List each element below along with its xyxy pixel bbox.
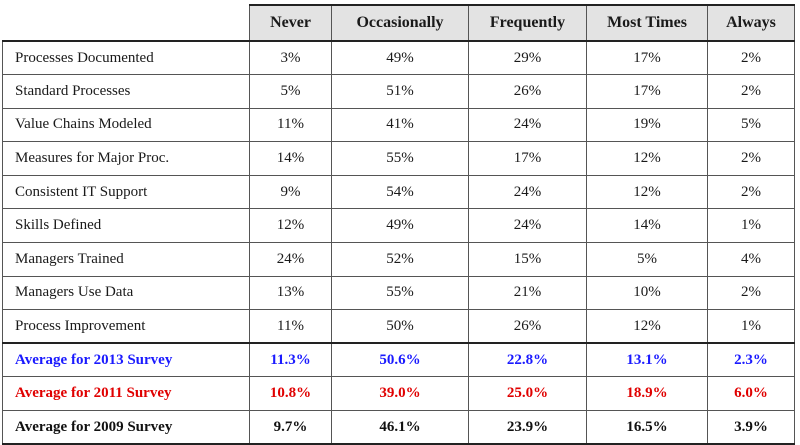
table-row: Managers Trained 24% 52% 15% 5% 4% — [2, 242, 795, 277]
cell-never: 11% — [249, 309, 332, 344]
column-header-occasionally: Occasionally — [331, 4, 469, 42]
cell-always: 5% — [707, 107, 795, 143]
table-row: Value Chains Modeled 11% 41% 24% 19% 5% — [2, 107, 795, 143]
average-cell-frequently: 22.8% — [468, 342, 587, 378]
cell-most-times: 17% — [586, 74, 708, 109]
cell-most-times: 12% — [586, 174, 708, 210]
cell-never: 12% — [249, 208, 332, 244]
cell-most-times: 19% — [586, 107, 708, 143]
cell-occasionally: 55% — [331, 275, 469, 311]
row-label: Processes Documented — [2, 40, 250, 76]
cell-frequently: 26% — [468, 74, 587, 109]
average-cell-occasionally: 39.0% — [331, 376, 469, 412]
survey-table-container: Never Occasionally Frequently Most Times… — [2, 4, 795, 445]
table-row: Skills Defined 12% 49% 24% 14% 1% — [2, 208, 795, 244]
row-label: Standard Processes — [2, 74, 250, 109]
average-row-2009: Average for 2009 Survey 9.7% 46.1% 23.9% 16.… — [2, 410, 795, 445]
average-cell-occasionally: 46.1% — [331, 410, 469, 445]
row-label: Consistent IT Support — [2, 174, 250, 210]
table-row: Standard Processes 5% 51% 26% 17% 2% — [2, 74, 795, 109]
column-header-always: Always — [707, 4, 795, 42]
cell-never: 13% — [249, 275, 332, 311]
cell-frequently: 24% — [468, 107, 587, 143]
cell-never: 24% — [249, 242, 332, 277]
cell-frequently: 26% — [468, 309, 587, 344]
cell-occasionally: 52% — [331, 242, 469, 277]
cell-most-times: 10% — [586, 275, 708, 311]
average-cell-always: 6.0% — [707, 376, 795, 412]
cell-never: 5% — [249, 74, 332, 109]
cell-always: 2% — [707, 74, 795, 109]
average-cell-most-times: 16.5% — [586, 410, 708, 445]
average-row-2013: Average for 2013 Survey 11.3% 50.6% 22.8% 13… — [2, 342, 795, 378]
cell-always: 2% — [707, 40, 795, 76]
cell-occasionally: 49% — [331, 208, 469, 244]
cell-never: 14% — [249, 141, 332, 176]
table-row: Measures for Major Proc. 14% 55% 17% 12% 2% — [2, 141, 795, 176]
row-label: Process Improvement — [2, 309, 250, 344]
row-label: Managers Trained — [2, 242, 250, 277]
table-row: Managers Use Data 13% 55% 21% 10% 2% — [2, 275, 795, 311]
cell-frequently: 24% — [468, 174, 587, 210]
cell-always: 2% — [707, 141, 795, 176]
average-cell-never: 10.8% — [249, 376, 332, 412]
header-corner — [2, 4, 250, 42]
average-cell-always: 2.3% — [707, 342, 795, 378]
cell-most-times: 12% — [586, 141, 708, 176]
cell-frequently: 24% — [468, 208, 587, 244]
cell-most-times: 5% — [586, 242, 708, 277]
cell-occasionally: 51% — [331, 74, 469, 109]
cell-always: 1% — [707, 309, 795, 344]
cell-frequently: 21% — [468, 275, 587, 311]
cell-never: 3% — [249, 40, 332, 76]
column-header-never: Never — [249, 4, 332, 42]
row-label: Managers Use Data — [2, 275, 250, 311]
average-label: Average for 2009 Survey — [2, 410, 250, 445]
table-row: Process Improvement 11% 50% 26% 12% 1% — [2, 309, 795, 344]
cell-occasionally: 49% — [331, 40, 469, 76]
cell-occasionally: 55% — [331, 141, 469, 176]
cell-never: 9% — [249, 174, 332, 210]
average-cell-frequently: 23.9% — [468, 410, 587, 445]
average-cell-occasionally: 50.6% — [331, 342, 469, 378]
table-body: Processes Documented 3% 49% 29% 17% 2% Standar… — [2, 40, 795, 445]
row-label: Skills Defined — [2, 208, 250, 244]
cell-never: 11% — [249, 107, 332, 143]
average-cell-always: 3.9% — [707, 410, 795, 445]
average-cell-never: 11.3% — [249, 342, 332, 378]
cell-frequently: 15% — [468, 242, 587, 277]
cell-always: 4% — [707, 242, 795, 277]
average-cell-frequently: 25.0% — [468, 376, 587, 412]
cell-most-times: 17% — [586, 40, 708, 76]
average-cell-most-times: 13.1% — [586, 342, 708, 378]
cell-occasionally: 50% — [331, 309, 469, 344]
cell-always: 2% — [707, 275, 795, 311]
average-label: Average for 2013 Survey — [2, 342, 250, 378]
cell-always: 1% — [707, 208, 795, 244]
average-cell-never: 9.7% — [249, 410, 332, 445]
cell-most-times: 12% — [586, 309, 708, 344]
row-label: Value Chains Modeled — [2, 107, 250, 143]
cell-most-times: 14% — [586, 208, 708, 244]
cell-occasionally: 54% — [331, 174, 469, 210]
survey-table: Never Occasionally Frequently Most Times… — [2, 4, 795, 445]
table-row: Processes Documented 3% 49% 29% 17% 2% — [2, 40, 795, 76]
cell-always: 2% — [707, 174, 795, 210]
cell-frequently: 17% — [468, 141, 587, 176]
column-header-frequently: Frequently — [468, 4, 587, 42]
average-row-2011: Average for 2011 Survey 10.8% 39.0% 25.0% 18… — [2, 376, 795, 412]
table-row: Consistent IT Support 9% 54% 24% 12% 2% — [2, 174, 795, 210]
cell-occasionally: 41% — [331, 107, 469, 143]
header-row: Never Occasionally Frequently Most Times… — [2, 4, 795, 42]
cell-frequently: 29% — [468, 40, 587, 76]
row-label: Measures for Major Proc. — [2, 141, 250, 176]
column-header-most-times: Most Times — [586, 4, 708, 42]
average-label: Average for 2011 Survey — [2, 376, 250, 412]
average-cell-most-times: 18.9% — [586, 376, 708, 412]
